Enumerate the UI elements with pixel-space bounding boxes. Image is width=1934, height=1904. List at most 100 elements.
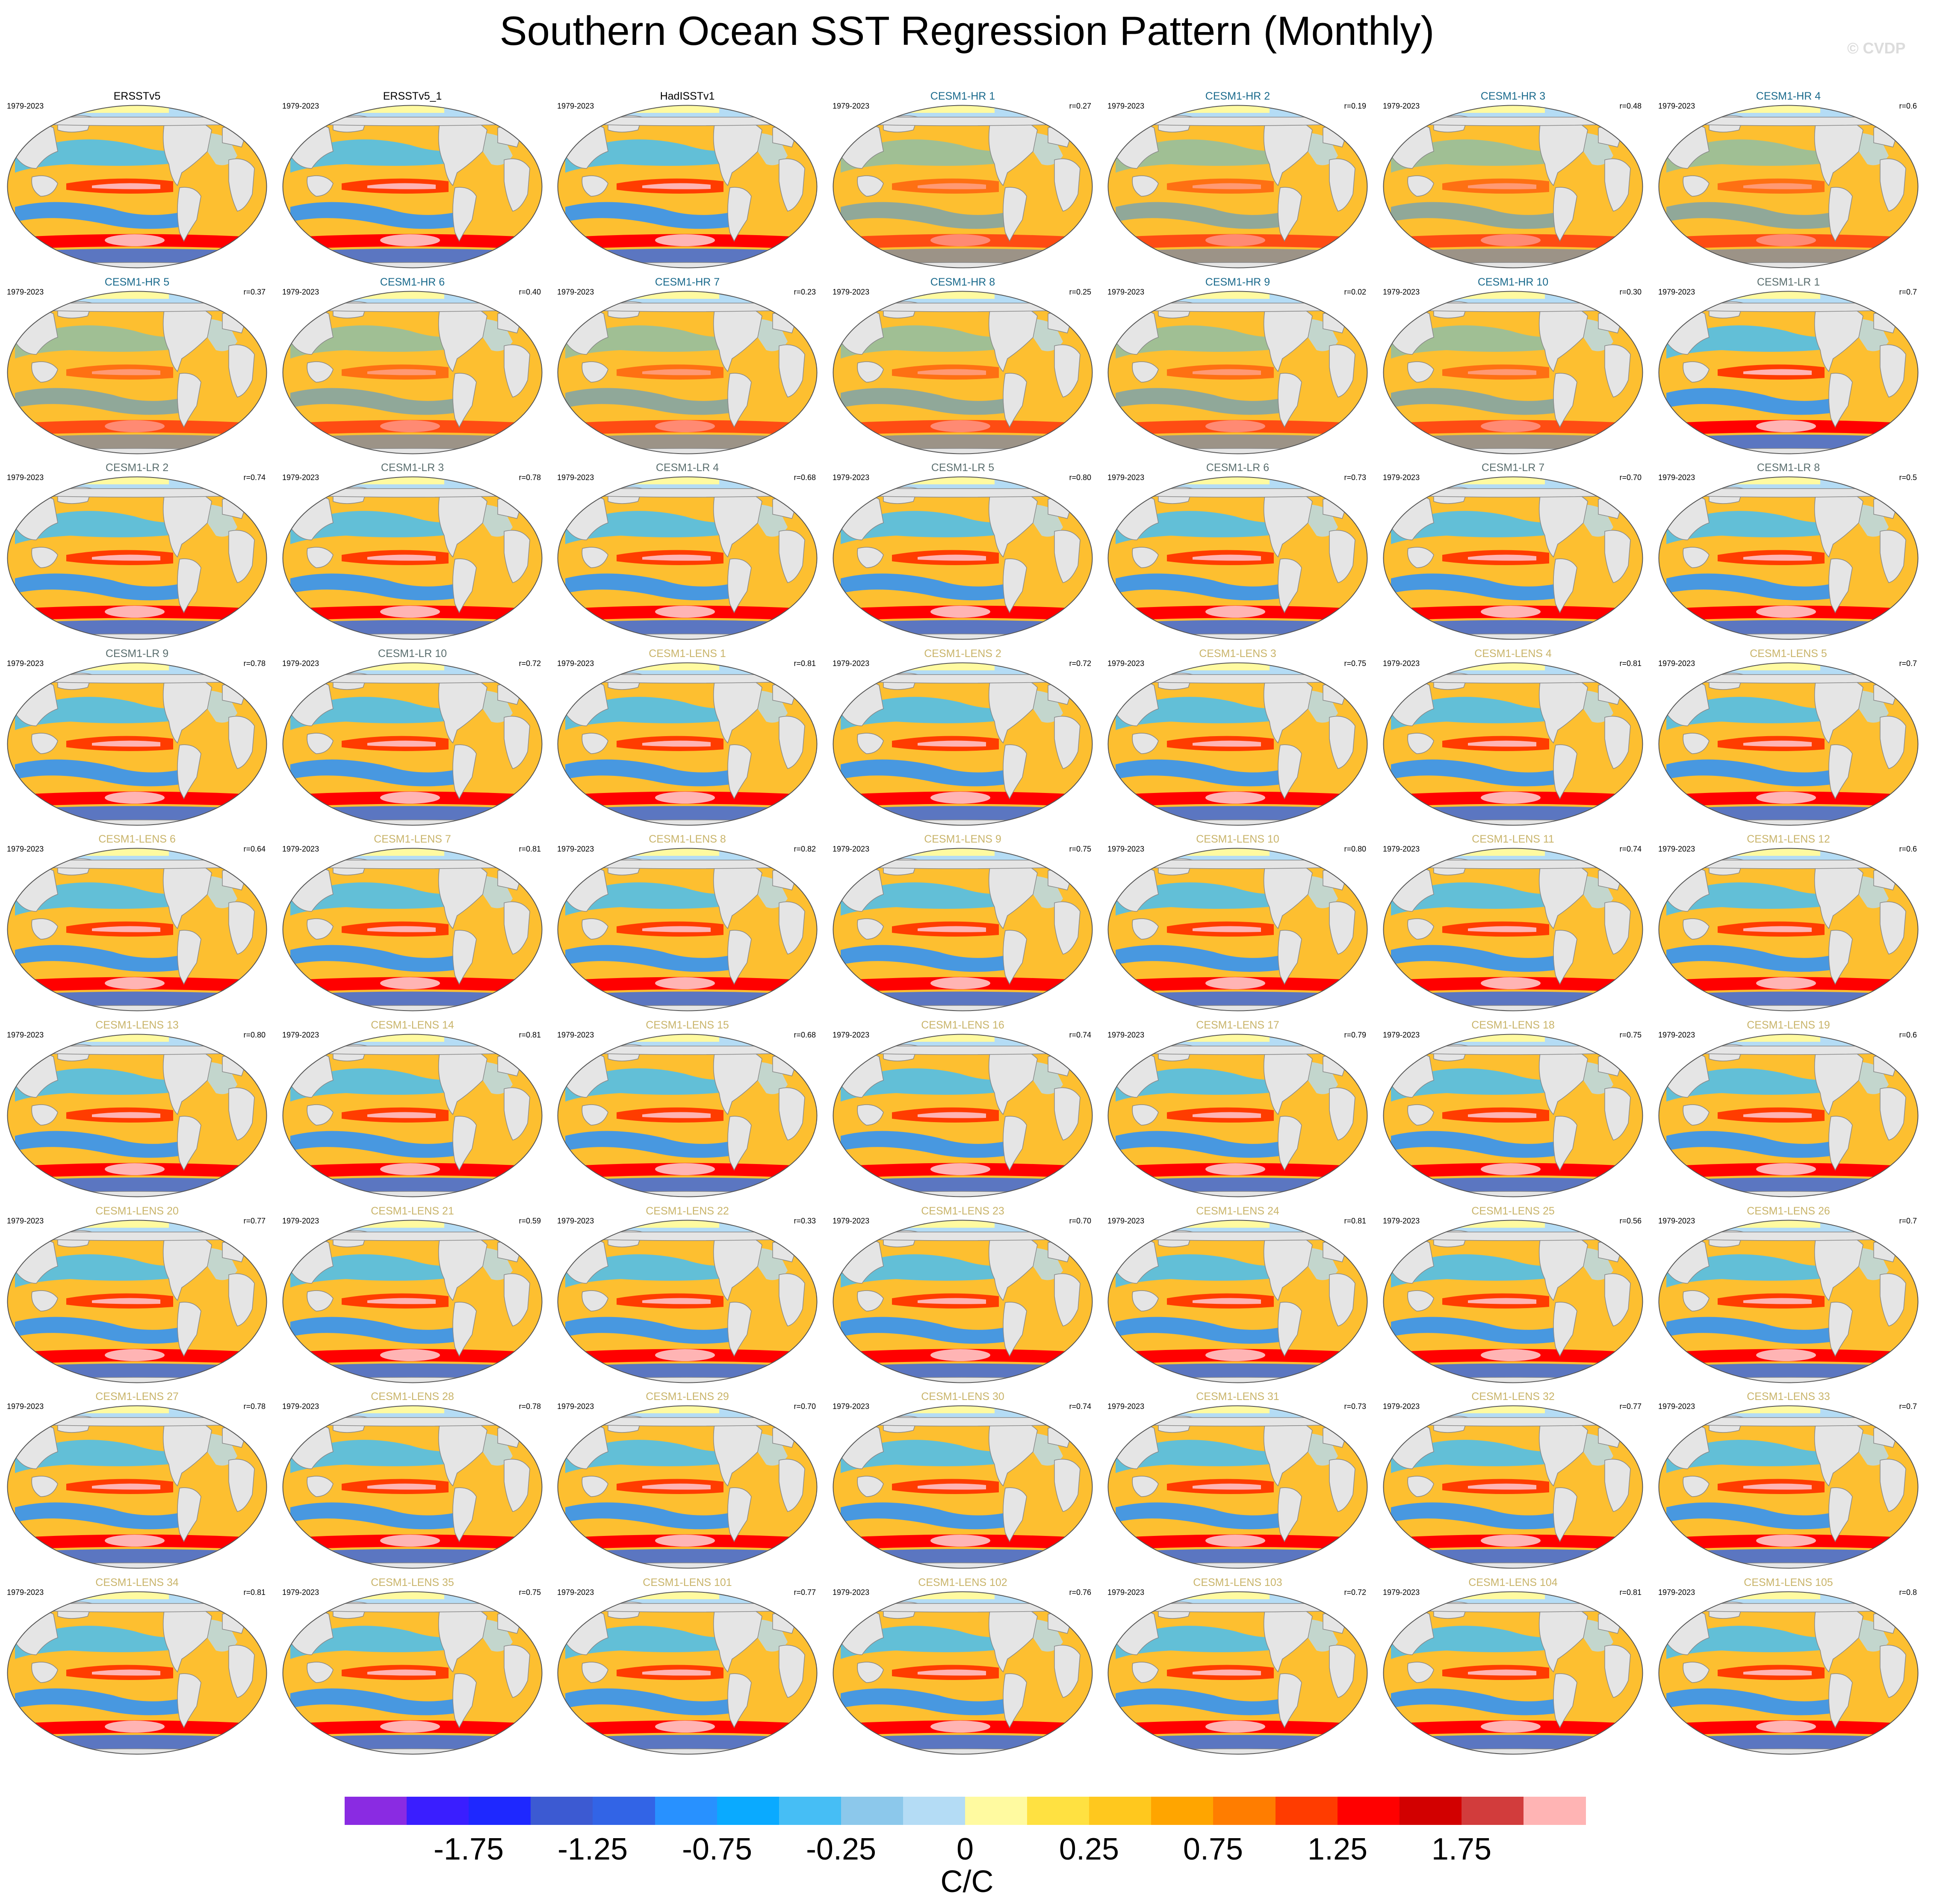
panel-pattern-correlation: r=0.74	[1619, 845, 1642, 853]
panel-pattern-correlation: r=0.5	[1899, 473, 1917, 482]
sst-regression-map	[7, 662, 267, 826]
panel-pattern-correlation: r=0.64	[243, 845, 266, 853]
panel-title: CESM1-LENS 8	[649, 833, 726, 845]
panel-period: 1979-2023	[7, 845, 44, 853]
panel-pattern-correlation: r=0.75	[519, 1588, 541, 1597]
panel-pattern-correlation: r=0.77	[1619, 1402, 1642, 1411]
sst-regression-map	[282, 1405, 543, 1569]
panel-period: 1979-2023	[1383, 845, 1420, 853]
panel-pattern-correlation: r=0.77	[243, 1217, 266, 1225]
map-panel: CESM1-LENS 18 1979-2023 r=0.75	[1376, 1014, 1650, 1200]
sst-regression-map	[7, 1220, 267, 1383]
map-panel: CESM1-LENS 101 1979-2023 r=0.77	[550, 1572, 824, 1758]
sst-regression-map	[1107, 1591, 1368, 1755]
sst-regression-map	[1383, 1591, 1643, 1755]
map-panel: CESM1-HR 6 1979-2023 r=0.40	[275, 271, 549, 457]
panel-pattern-correlation: r=0.81	[519, 845, 541, 853]
map-panel: ERSSTv5_1 1979-2023	[275, 85, 549, 271]
panel-pattern-correlation: r=0.56	[1619, 1217, 1642, 1225]
panel-pattern-correlation: r=0.72	[1344, 1588, 1366, 1597]
panel-title: CESM1-HR 8	[930, 276, 995, 288]
panel-title: CESM1-LENS 14	[371, 1019, 454, 1031]
panel-pattern-correlation: r=0.81	[1619, 659, 1642, 668]
panel-title: CESM1-LR 3	[381, 462, 444, 474]
panel-period: 1979-2023	[1107, 845, 1145, 853]
panel-period: 1979-2023	[1383, 1031, 1420, 1039]
sst-regression-map	[557, 1220, 818, 1383]
colorbar-swatch	[1524, 1797, 1586, 1825]
panel-period: 1979-2023	[7, 288, 44, 296]
panel-title: CESM1-LENS 32	[1471, 1391, 1555, 1403]
panel-title: CESM1-LENS 7	[374, 833, 451, 845]
map-panel: CESM1-LENS 23 1979-2023 r=0.70	[826, 1200, 1100, 1386]
sst-regression-map	[833, 1591, 1093, 1755]
panel-title: CESM1-LENS 102	[918, 1577, 1007, 1589]
panel-period: 1979-2023	[1658, 1588, 1695, 1597]
panel-title: CESM1-LENS 3	[1199, 648, 1276, 660]
panel-pattern-correlation: r=0.7	[1899, 659, 1917, 668]
panel-period: 1979-2023	[282, 1217, 319, 1225]
map-panel: CESM1-LENS 13 1979-2023 r=0.80	[0, 1014, 274, 1200]
panel-period: 1979-2023	[1383, 1588, 1420, 1597]
sst-regression-map	[557, 1591, 818, 1755]
map-panel: CESM1-LENS 15 1979-2023 r=0.68	[550, 1014, 824, 1200]
map-panel: CESM1-LENS 20 1979-2023 r=0.77	[0, 1200, 274, 1386]
map-panel: CESM1-LR 9 1979-2023 r=0.78	[0, 643, 274, 829]
sst-regression-map	[557, 1405, 818, 1569]
panel-period: 1979-2023	[557, 102, 594, 110]
sst-regression-map	[833, 105, 1093, 268]
panel-period: 1979-2023	[7, 102, 44, 110]
panel-period: 1979-2023	[7, 1031, 44, 1039]
panel-period: 1979-2023	[833, 1031, 870, 1039]
panel-period: 1979-2023	[833, 288, 870, 296]
colorbar-swatch	[1027, 1797, 1090, 1825]
panel-period: 1979-2023	[7, 659, 44, 668]
panel-pattern-correlation: r=0.25	[1069, 288, 1091, 296]
panel-pattern-correlation: r=0.78	[519, 1402, 541, 1411]
sst-regression-map	[1658, 1034, 1919, 1197]
sst-regression-map	[282, 662, 543, 826]
panel-title: CESM1-LR 10	[378, 648, 447, 660]
panel-period: 1979-2023	[7, 1588, 44, 1597]
panel-period: 1979-2023	[1383, 288, 1420, 296]
colorbar-swatch	[407, 1797, 469, 1825]
panel-period: 1979-2023	[282, 473, 319, 482]
colorbar-swatch	[531, 1797, 593, 1825]
colorbar-tick-label: -0.75	[682, 1832, 753, 1866]
panel-pattern-correlation: r=0.72	[1069, 659, 1091, 668]
panel-period: 1979-2023	[7, 473, 44, 482]
panel-title: CESM1-LR 6	[1206, 462, 1270, 474]
map-panel: CESM1-LENS 6 1979-2023 r=0.64	[0, 828, 274, 1014]
panel-title: CESM1-LENS 28	[371, 1391, 454, 1403]
sst-regression-map	[833, 476, 1093, 640]
map-panel: CESM1-LENS 1 1979-2023 r=0.81	[550, 643, 824, 829]
map-panel: CESM1-LR 6 1979-2023 r=0.73	[1101, 457, 1375, 643]
panel-period: 1979-2023	[1107, 1588, 1145, 1597]
panel-pattern-correlation: r=0.72	[519, 659, 541, 668]
sst-regression-map	[7, 1034, 267, 1197]
panel-period: 1979-2023	[1107, 659, 1145, 668]
map-panel: CESM1-LENS 33 1979-2023 r=0.7	[1651, 1386, 1925, 1572]
sst-regression-map	[1383, 662, 1643, 826]
map-panel: CESM1-LENS 21 1979-2023 r=0.59	[275, 1200, 549, 1386]
map-panel: CESM1-LR 7 1979-2023 r=0.70	[1376, 457, 1650, 643]
panel-period: 1979-2023	[833, 473, 870, 482]
sst-regression-map	[1658, 1591, 1919, 1755]
panel-pattern-correlation: r=0.81	[1344, 1217, 1366, 1225]
map-panel: CESM1-LENS 104 1979-2023 r=0.81	[1376, 1572, 1650, 1758]
panel-pattern-correlation: r=0.82	[794, 845, 816, 853]
sst-regression-map	[1658, 105, 1919, 268]
sst-regression-map	[1107, 476, 1368, 640]
sst-regression-map	[1107, 291, 1368, 454]
sst-regression-map	[1383, 1034, 1643, 1197]
sst-regression-map	[7, 476, 267, 640]
panel-period: 1979-2023	[7, 1402, 44, 1411]
panel-pattern-correlation: r=0.33	[794, 1217, 816, 1225]
colorbar-tick-label: -1.75	[433, 1832, 504, 1866]
panel-title: CESM1-LENS 2	[924, 648, 1001, 660]
panel-period: 1979-2023	[1658, 845, 1695, 853]
panel-period: 1979-2023	[1383, 1217, 1420, 1225]
sst-regression-map	[833, 1220, 1093, 1383]
panel-period: 1979-2023	[557, 1031, 594, 1039]
panel-title: CESM1-LR 1	[1757, 276, 1820, 288]
